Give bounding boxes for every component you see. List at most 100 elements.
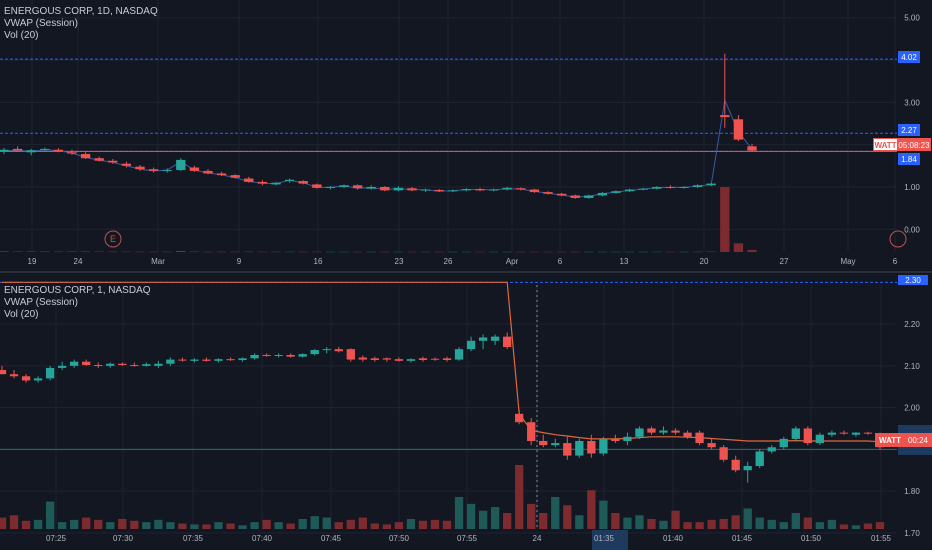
candle-body — [490, 336, 500, 341]
volume-bar — [202, 524, 211, 529]
bottom-x-axis: 07:25 07:30 07:35 07:40 07:45 07:50 07:55 24 01:… — [46, 534, 892, 543]
candle-body — [407, 188, 417, 191]
volume-bar — [135, 251, 145, 253]
candle-body — [515, 413, 524, 423]
top-horizontal-lines — [0, 58, 897, 152]
candle-body — [442, 358, 452, 360]
volume-bar — [178, 523, 187, 529]
candle-body — [325, 186, 336, 188]
volume-bar — [599, 500, 608, 529]
volume-bar — [310, 516, 319, 529]
candle-body — [406, 359, 416, 361]
x-tick-label: 01:35 — [594, 534, 615, 543]
volume-bar — [40, 251, 50, 253]
volume-bar — [527, 503, 536, 529]
volume-bar — [70, 519, 79, 529]
volume-bar — [719, 518, 728, 529]
top-grid — [0, 0, 897, 252]
candle-body — [190, 359, 199, 361]
earnings-marker[interactable]: E — [104, 230, 122, 248]
candle-body — [214, 359, 223, 361]
volume-bar — [325, 251, 336, 253]
candle-body — [706, 183, 716, 186]
bottom-price-symbol: WATT — [879, 436, 901, 445]
candle-body — [863, 432, 873, 434]
candle-body — [45, 367, 55, 379]
candle-body — [12, 148, 23, 151]
time-highlight — [592, 530, 628, 550]
candle-body — [334, 349, 343, 352]
candle-body — [94, 158, 104, 161]
volume-bar — [284, 251, 295, 253]
candle-body — [274, 354, 283, 356]
volume-bar — [539, 513, 548, 529]
candle-body — [815, 434, 825, 444]
candle-body — [322, 349, 331, 351]
candle-body — [488, 189, 499, 191]
candle-body — [166, 359, 175, 364]
volume-bar — [652, 251, 662, 253]
candle-body — [40, 148, 50, 150]
volume-bar — [454, 497, 464, 529]
volume-bar — [322, 517, 331, 529]
bottom-horizontal-lines — [0, 281, 897, 450]
volume-bar — [346, 519, 355, 529]
volume-bar — [130, 520, 139, 529]
x-tick-label: 9 — [237, 257, 242, 266]
x-tick-label: 26 — [444, 257, 453, 266]
volume-bar — [543, 251, 553, 253]
candle-body — [226, 359, 235, 361]
volume-bar — [692, 251, 703, 253]
volume-bar — [366, 251, 376, 253]
x-tick-label: 07:35 — [183, 534, 204, 543]
candle-body — [262, 354, 271, 356]
candle-body — [148, 169, 159, 171]
volume-bar — [430, 519, 440, 529]
x-tick-label: Mar — [151, 257, 165, 266]
bottom-price-label — [875, 433, 932, 447]
candle-body — [21, 376, 31, 381]
volume-bar — [286, 523, 295, 529]
candle-body — [570, 195, 580, 198]
candle-body — [679, 186, 689, 188]
candle-body — [312, 184, 322, 188]
candle-body — [502, 336, 512, 348]
volume-bar — [352, 251, 363, 253]
candle-body — [142, 364, 151, 366]
candle-body — [244, 178, 254, 182]
volume-bar — [216, 251, 227, 253]
candle-body — [382, 358, 392, 360]
candle-body — [118, 363, 127, 366]
candle-body — [638, 188, 648, 190]
candle-body — [284, 179, 295, 182]
volume-bar — [358, 517, 367, 529]
candle-body — [298, 181, 308, 184]
volume-bar — [94, 251, 104, 253]
candle-body — [202, 359, 211, 361]
volume-bar — [779, 522, 788, 529]
volume-bar — [556, 251, 567, 253]
volume-bar — [0, 251, 9, 252]
volume-bar — [394, 522, 404, 529]
volume-bar — [189, 251, 200, 253]
volume-bar — [442, 520, 452, 529]
volume-bar — [118, 518, 127, 529]
candle-body — [366, 186, 376, 189]
candle-body — [502, 187, 512, 190]
volume-bar — [274, 522, 283, 529]
volume-bar — [515, 465, 524, 529]
x-tick-label: 19 — [28, 257, 37, 266]
candle-body — [358, 357, 367, 360]
volume-bar — [611, 513, 620, 529]
volume-bar — [638, 251, 648, 253]
candle-body — [695, 432, 704, 444]
volume-bar — [839, 524, 849, 529]
volume-bar — [803, 517, 812, 529]
candle-body — [466, 340, 476, 350]
volume-bar — [298, 518, 307, 529]
y-tick-label: 0.00 — [904, 225, 920, 234]
volume-bar — [214, 522, 223, 529]
volume-bar — [490, 507, 500, 529]
candle-body — [434, 189, 444, 192]
